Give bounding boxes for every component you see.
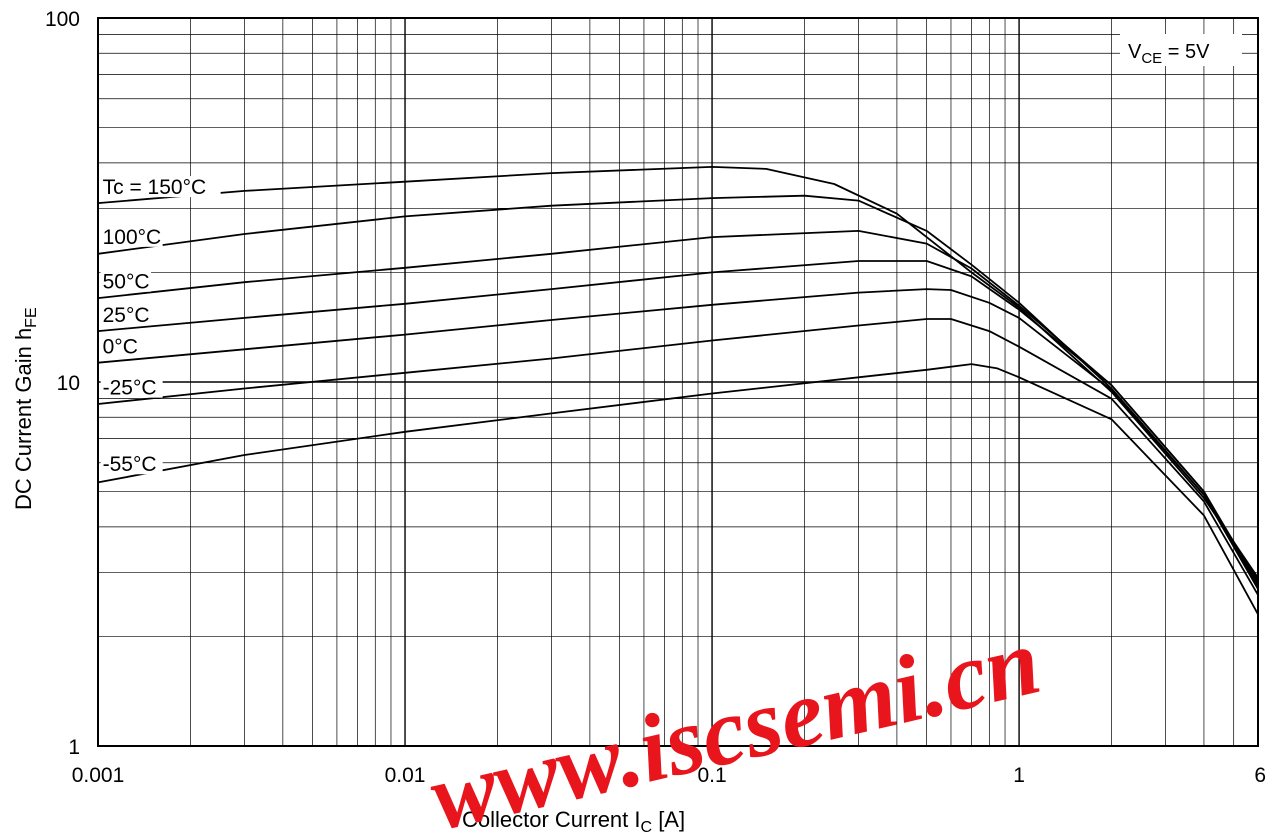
y-tick-label: 1 bbox=[68, 736, 80, 759]
x-axis-title: Collector Current IC [A] bbox=[462, 807, 685, 836]
x-axis-title-main: Collector Current I bbox=[462, 807, 641, 832]
series-labels: Tc = 150°C 100°C 50°C 25°C 0°C -25°C -55°C bbox=[100, 176, 221, 476]
annotation-background bbox=[1120, 34, 1242, 66]
x-tick-label: 1 bbox=[1013, 764, 1025, 787]
series-label-2: 50°C bbox=[103, 271, 150, 294]
series-label-bg bbox=[100, 453, 163, 475]
series-lines bbox=[97, 165, 1259, 615]
y-axis-title: DC Current Gain hFE bbox=[11, 307, 40, 510]
x-axis-title-unit: [A] bbox=[652, 807, 685, 832]
series-label-5: -25°C bbox=[103, 377, 157, 400]
series-line-4 bbox=[97, 288, 1259, 590]
series-label-bg bbox=[100, 176, 221, 198]
y-axis-title-sub: FE bbox=[23, 307, 40, 327]
series-label-bg bbox=[100, 304, 152, 326]
annotation-sub: CE bbox=[1141, 50, 1162, 67]
x-tick-label: 0.001 bbox=[72, 764, 125, 787]
annotation-suffix: = 5V bbox=[1162, 41, 1210, 63]
series-label-bg bbox=[100, 270, 152, 292]
x-tick-labels: 0.001 0.01 0.1 1 6 bbox=[72, 764, 1266, 787]
series-label-bg bbox=[100, 335, 140, 357]
annotation-box: VCE = 5V bbox=[1120, 34, 1242, 67]
x-tick-label: 6 bbox=[1254, 764, 1266, 787]
series-label-3: 25°C bbox=[103, 304, 150, 327]
series-line-6 bbox=[97, 363, 1259, 615]
series-line-5 bbox=[97, 318, 1259, 596]
series-label-bg bbox=[100, 376, 163, 398]
y-tick-label: 100 bbox=[45, 8, 80, 31]
annotation: VCE = 5V bbox=[1128, 41, 1210, 67]
series-line-1 bbox=[97, 194, 1259, 581]
series-line-0 bbox=[97, 165, 1259, 579]
series-line-3 bbox=[97, 260, 1259, 587]
x-tick-label: 0.01 bbox=[385, 764, 426, 787]
series-label-4: 0°C bbox=[103, 336, 138, 359]
series-label-0: Tc = 150°C bbox=[103, 176, 207, 199]
x-axis-title-sub: C bbox=[641, 819, 653, 836]
y-tick-label: 10 bbox=[57, 372, 80, 395]
x-tick-label: 0.1 bbox=[697, 764, 726, 787]
y-axis-title-main: DC Current Gain h bbox=[11, 328, 36, 510]
y-tick-labels: 1 10 100 bbox=[45, 8, 80, 759]
grid bbox=[97, 18, 1259, 747]
annotation-prefix: V bbox=[1128, 41, 1142, 63]
series-label-1: 100°C bbox=[103, 226, 162, 249]
series-label-bg bbox=[100, 225, 163, 247]
series-label-6: -55°C bbox=[103, 453, 157, 476]
plot-frame bbox=[97, 17, 1259, 747]
